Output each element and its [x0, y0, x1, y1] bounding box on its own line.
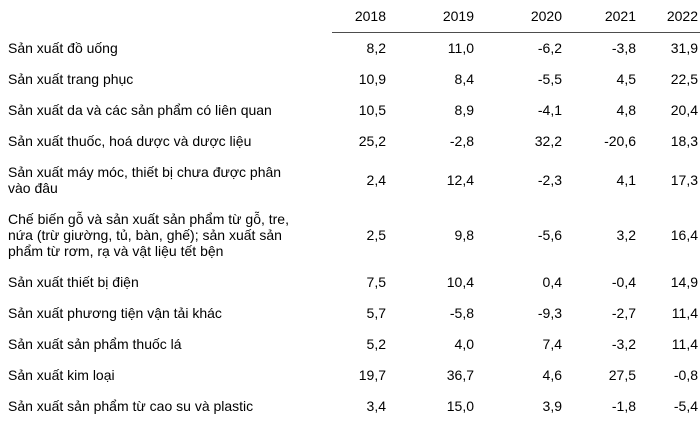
value-cell: 18,3	[670, 133, 698, 149]
value-cell: 16,4	[670, 227, 698, 243]
value-cell: 15,0	[446, 398, 474, 414]
value-cell: 3,2	[616, 227, 636, 243]
value-cell: -5,4	[673, 398, 698, 414]
value-cell: 2,4	[366, 172, 386, 188]
row-label: Sản xuất da và các sản phẩm có liên quan	[8, 102, 272, 118]
value-cell: -5,8	[449, 305, 474, 321]
table-row: Sản xuất kim loại 19,7 36,7 4,6 27,5 -0,…	[0, 360, 700, 391]
value-cell: 5,7	[366, 305, 386, 321]
year-header: 2019	[388, 0, 476, 33]
value-cell: 4,0	[454, 336, 474, 352]
value-cell: 8,2	[366, 40, 386, 56]
value-cell: -5,5	[537, 71, 562, 87]
value-cell: -0,4	[611, 274, 636, 290]
value-cell: 3,9	[542, 398, 562, 414]
value-cell: 31,9	[670, 40, 698, 56]
value-cell: 2,5	[366, 227, 386, 243]
value-cell: -9,3	[537, 305, 562, 321]
row-label: Sản xuất thuốc, hoá dược và dược liệu	[8, 133, 252, 149]
value-cell: 11,4	[671, 336, 698, 352]
value-cell: -2,8	[449, 133, 474, 149]
row-label-header	[0, 0, 332, 33]
value-cell: -3,8	[611, 40, 636, 56]
value-cell: 0,4	[542, 274, 562, 290]
value-cell: 4,6	[542, 367, 562, 383]
table-row: Sản xuất trang phục 10,9 8,4 -5,5 4,5 22…	[0, 64, 700, 95]
value-cell: 11,4	[671, 305, 698, 321]
value-cell: 22,5	[670, 71, 698, 87]
value-cell: 7,5	[366, 274, 386, 290]
year-header: 2020	[476, 0, 564, 33]
value-cell: 5,2	[366, 336, 386, 352]
value-cell: 9,8	[454, 227, 474, 243]
value-cell: -2,3	[537, 172, 562, 188]
value-cell: 10,9	[358, 71, 386, 87]
row-label: Sản xuất đồ uống	[8, 39, 118, 56]
table-row: Sản xuất sản phẩm từ cao su và plastic 3…	[0, 391, 700, 422]
value-cell: 3,4	[366, 398, 386, 414]
value-cell: 25,2	[358, 133, 386, 149]
row-label: Sản xuất sản phẩm thuốc lá	[8, 336, 182, 352]
value-cell: -6,2	[537, 40, 562, 56]
value-cell: -0,8	[673, 367, 698, 383]
value-cell: 12,4	[446, 172, 474, 188]
year-header: 2018	[332, 0, 388, 33]
value-cell: -3,2	[611, 336, 636, 352]
table-row: Sản xuất da và các sản phẩm có liên quan…	[0, 95, 700, 126]
table-row: Sản xuất máy móc, thiết bị chưa được phâ…	[0, 157, 700, 204]
value-cell: 20,4	[670, 102, 698, 118]
row-label: Chế biến gỗ và sản xuất sản phẩm từ gỗ, …	[8, 211, 289, 259]
value-cell: 19,7	[358, 367, 386, 383]
value-cell: 36,7	[446, 367, 474, 383]
row-label: Sản xuất thiết bị điện	[8, 274, 139, 290]
row-label: Sản xuất máy móc, thiết bị chưa được phâ…	[8, 164, 282, 196]
value-cell: 7,4	[542, 336, 562, 352]
value-cell: 14,9	[670, 274, 698, 290]
row-label: Sản xuất sản phẩm từ cao su và plastic	[8, 398, 254, 414]
value-cell: 4,1	[616, 172, 636, 188]
value-cell: 27,5	[608, 367, 636, 383]
year-header: 2022	[638, 0, 700, 33]
value-cell: -5,6	[537, 227, 562, 243]
row-label: Sản xuất kim loại	[8, 367, 115, 383]
value-cell: 4,8	[616, 102, 636, 118]
table-row: Sản xuất phương tiện vận tải khác 5,7 -5…	[0, 298, 700, 329]
value-cell: 8,4	[454, 71, 474, 87]
value-cell: 32,2	[534, 133, 562, 149]
value-cell: -2,7	[611, 305, 636, 321]
value-cell: 4,5	[616, 71, 636, 87]
row-label: Sản xuất phương tiện vận tải khác	[8, 305, 222, 321]
table-row: Sản xuất sản phẩm thuốc lá 5,2 4,0 7,4 -…	[0, 329, 700, 360]
row-label: Sản xuất trang phục	[8, 71, 134, 87]
value-cell: 10,5	[358, 102, 386, 118]
value-cell: -4,1	[537, 102, 562, 118]
header-row: 2018 2019 2020 2021 2022	[0, 0, 700, 33]
value-cell: -20,6	[604, 133, 636, 149]
year-header: 2021	[564, 0, 638, 33]
value-cell: -1,8	[611, 398, 636, 414]
table-row: Sản xuất thuốc, hoá dược và dược liệu 25…	[0, 126, 700, 157]
value-cell: 17,3	[670, 172, 698, 188]
table-row: Chế biến gỗ và sản xuất sản phẩm từ gỗ, …	[0, 204, 700, 267]
value-cell: 10,4	[446, 274, 474, 290]
table-row: Sản xuất thiết bị điện 7,5 10,4 0,4 -0,4…	[0, 267, 700, 298]
value-cell: 11,0	[447, 40, 474, 56]
value-cell: 8,9	[454, 102, 474, 118]
table-row: Sản xuất đồ uống 8,2 11,0 -6,2 -3,8 31,9	[0, 33, 700, 65]
